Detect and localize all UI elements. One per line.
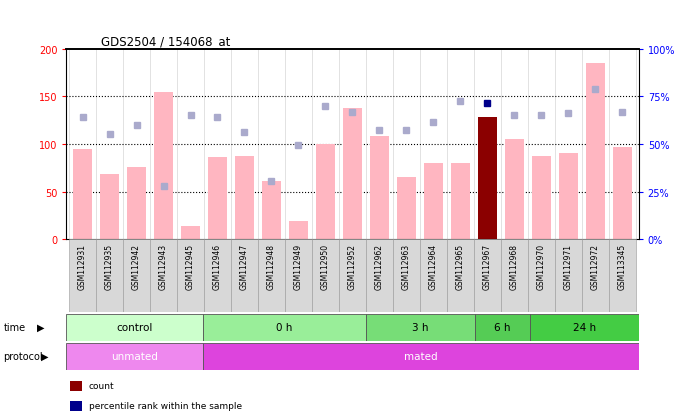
Text: GSM112950: GSM112950: [321, 243, 330, 289]
Text: GSM112967: GSM112967: [483, 243, 492, 289]
Text: 0 h: 0 h: [276, 322, 292, 332]
Bar: [258, 240, 285, 312]
Text: 3 h: 3 h: [413, 322, 429, 332]
Text: GSM113345: GSM113345: [618, 243, 627, 289]
Bar: [370, 137, 389, 240]
Bar: [289, 221, 308, 240]
Text: GSM112972: GSM112972: [591, 243, 600, 289]
Text: GSM112946: GSM112946: [213, 243, 222, 289]
Bar: [69, 240, 96, 312]
Bar: [339, 240, 366, 312]
Text: GSM112949: GSM112949: [294, 243, 303, 289]
Text: GSM112947: GSM112947: [240, 243, 249, 289]
Bar: [475, 314, 530, 341]
Bar: [312, 240, 339, 312]
Bar: [202, 314, 366, 341]
Bar: [177, 240, 204, 312]
Bar: [343, 109, 362, 240]
Bar: [366, 240, 393, 312]
Bar: [447, 240, 474, 312]
Bar: [150, 240, 177, 312]
Text: percentile rank within the sample: percentile rank within the sample: [89, 401, 242, 410]
Bar: [366, 314, 475, 341]
Text: count: count: [89, 381, 114, 390]
Bar: [316, 145, 335, 240]
Text: 24 h: 24 h: [572, 322, 595, 332]
Bar: [285, 240, 312, 312]
Bar: [613, 147, 632, 240]
Text: GSM112971: GSM112971: [564, 243, 573, 289]
Bar: [96, 240, 123, 312]
Bar: [181, 226, 200, 240]
Text: protocol: protocol: [3, 351, 43, 361]
Bar: [505, 140, 524, 240]
Bar: [586, 64, 605, 240]
Bar: [73, 150, 92, 240]
Text: GSM112970: GSM112970: [537, 243, 546, 289]
Bar: [474, 240, 501, 312]
Text: GDS2504 / 154068_at: GDS2504 / 154068_at: [101, 35, 230, 47]
Text: unmated: unmated: [111, 351, 158, 361]
Bar: [66, 314, 202, 341]
Text: GSM112963: GSM112963: [402, 243, 411, 289]
Bar: [100, 175, 119, 240]
Bar: [420, 240, 447, 312]
Bar: [609, 240, 636, 312]
Bar: [208, 158, 227, 240]
Bar: [231, 240, 258, 312]
Bar: [501, 240, 528, 312]
Text: GSM112943: GSM112943: [159, 243, 168, 289]
Bar: [202, 343, 639, 370]
Bar: [262, 182, 281, 240]
Text: GSM112931: GSM112931: [78, 243, 87, 289]
Bar: [528, 240, 555, 312]
Text: mated: mated: [404, 351, 438, 361]
Text: GSM112968: GSM112968: [510, 243, 519, 289]
Bar: [555, 240, 582, 312]
Bar: [424, 164, 443, 240]
Bar: [530, 314, 639, 341]
Bar: [582, 240, 609, 312]
Text: ▶: ▶: [40, 351, 48, 361]
Bar: [559, 154, 578, 240]
Text: GSM112952: GSM112952: [348, 243, 357, 289]
Text: GSM112945: GSM112945: [186, 243, 195, 289]
Bar: [393, 240, 420, 312]
Bar: [204, 240, 231, 312]
Text: time: time: [3, 322, 26, 332]
Text: control: control: [117, 322, 153, 332]
Text: GSM112965: GSM112965: [456, 243, 465, 289]
Text: GSM112935: GSM112935: [105, 243, 114, 289]
Text: GSM112942: GSM112942: [132, 243, 141, 289]
Bar: [127, 167, 146, 240]
Text: GSM112948: GSM112948: [267, 243, 276, 289]
Bar: [154, 93, 173, 240]
Text: 6 h: 6 h: [494, 322, 511, 332]
Bar: [532, 157, 551, 240]
Text: GSM112964: GSM112964: [429, 243, 438, 289]
Bar: [478, 118, 497, 240]
Bar: [235, 157, 254, 240]
Bar: [66, 343, 202, 370]
Bar: [123, 240, 150, 312]
Text: GSM112962: GSM112962: [375, 243, 384, 289]
Bar: [397, 178, 416, 240]
Bar: [451, 164, 470, 240]
Text: ▶: ▶: [37, 322, 45, 332]
